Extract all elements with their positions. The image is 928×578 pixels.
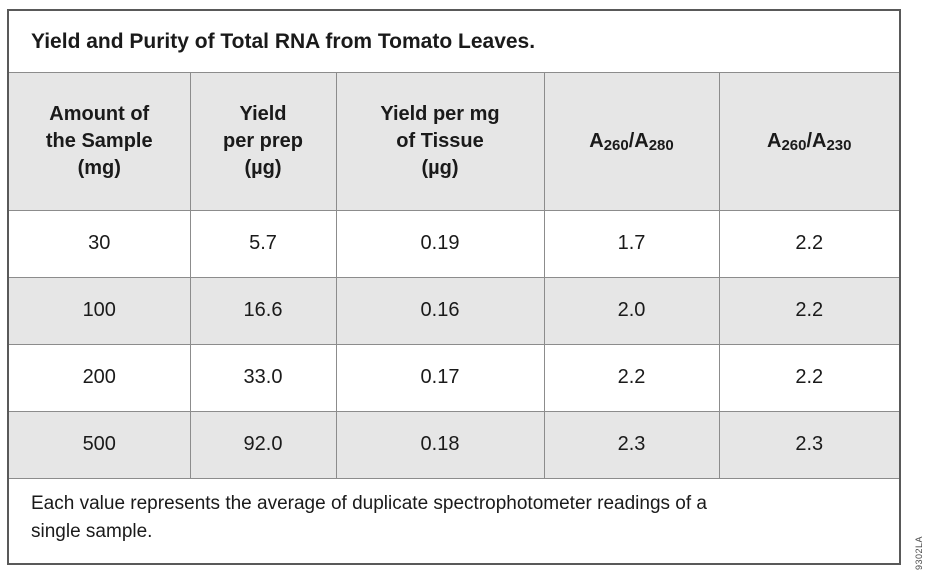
table-footnote: Each value represents the average of dup… bbox=[9, 478, 899, 563]
header-row: Amount of the Sample (mg) Yield per prep… bbox=[9, 73, 899, 211]
col-header-sample-amount: Amount of the Sample (mg) bbox=[9, 73, 191, 211]
ratio-subscript: 260 bbox=[603, 137, 629, 155]
table-cell: 2.3 bbox=[718, 410, 899, 479]
col-header-yield-per-mg-label: Yield per mg of Tissue (µg) bbox=[380, 102, 500, 179]
table-footnote-text: Each value represents the average of dup… bbox=[31, 492, 707, 542]
table-cell: 2.2 bbox=[718, 209, 899, 278]
col-header-yield-per-prep: Yield per prep (µg) bbox=[189, 73, 337, 211]
col-header-sample-amount-label: Amount of the Sample (mg) bbox=[45, 102, 153, 179]
table-cell: 2.2 bbox=[543, 343, 720, 412]
table-row: 200 33.0 0.17 2.2 2.2 bbox=[9, 343, 899, 412]
col-header-yield-per-prep-label: Yield per prep (µg) bbox=[222, 102, 304, 179]
table-row: 100 16.6 0.16 2.0 2.2 bbox=[9, 276, 899, 345]
table-cell: 0.18 bbox=[335, 410, 545, 479]
table-cell: 2.2 bbox=[718, 276, 899, 345]
table-cell: 30 bbox=[9, 209, 191, 278]
table-cell: 0.16 bbox=[335, 276, 545, 345]
table-cell: 5.7 bbox=[189, 209, 337, 278]
col-header-a260-a280: A260/A280 bbox=[543, 73, 720, 211]
table-cell: 500 bbox=[9, 410, 191, 479]
table-row: 30 5.7 0.19 1.7 2.2 bbox=[9, 209, 899, 278]
table-cell: 2.2 bbox=[718, 343, 899, 412]
ratio-subscript: 260 bbox=[781, 137, 807, 155]
table-cell: 2.0 bbox=[543, 276, 720, 345]
table-title: Yield and Purity of Total RNA from Tomat… bbox=[9, 11, 899, 73]
ratio-subscript: 280 bbox=[648, 137, 674, 155]
ratio-base: /A bbox=[806, 129, 827, 152]
table-row: 500 92.0 0.18 2.3 2.3 bbox=[9, 410, 899, 479]
ratio-base: /A bbox=[628, 129, 649, 152]
ratio-subscript: 230 bbox=[826, 137, 852, 155]
table-cell: 200 bbox=[9, 343, 191, 412]
ratio-base: A bbox=[589, 129, 604, 152]
table-cell: 100 bbox=[9, 276, 191, 345]
table-cell: 2.3 bbox=[543, 410, 720, 479]
table-cell: 92.0 bbox=[189, 410, 337, 479]
table-cell: 0.17 bbox=[335, 343, 545, 412]
col-header-a260-a230: A260/A230 bbox=[718, 73, 899, 211]
rna-yield-purity-table-figure: Yield and Purity of Total RNA from Tomat… bbox=[7, 9, 901, 565]
figure-code: 9302LA bbox=[914, 535, 924, 570]
table-cell: 0.19 bbox=[335, 209, 545, 278]
col-header-yield-per-mg: Yield per mg of Tissue (µg) bbox=[335, 73, 545, 211]
data-table: Amount of the Sample (mg) Yield per prep… bbox=[9, 73, 899, 479]
table-title-text: Yield and Purity of Total RNA from Tomat… bbox=[31, 29, 536, 53]
table-cell: 1.7 bbox=[543, 209, 720, 278]
table-cell: 33.0 bbox=[189, 343, 337, 412]
table-cell: 16.6 bbox=[189, 276, 337, 345]
ratio-base: A bbox=[766, 129, 782, 152]
